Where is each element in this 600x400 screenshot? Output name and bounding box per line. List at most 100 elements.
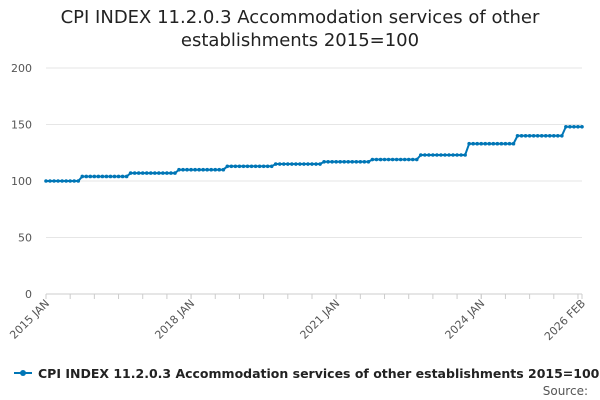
data-point bbox=[423, 153, 427, 157]
data-point bbox=[257, 164, 262, 169]
data-point bbox=[318, 162, 322, 166]
data-point bbox=[455, 153, 459, 157]
data-point bbox=[338, 159, 343, 164]
x-tick-label: 2021 JAN bbox=[298, 297, 343, 342]
legend[interactable]: CPI INDEX 11.2.0.3 Accommodation service… bbox=[14, 364, 599, 382]
data-point bbox=[72, 179, 77, 183]
x-tick-label: 2026 FEB bbox=[542, 297, 588, 343]
data-point bbox=[161, 171, 165, 175]
data-point bbox=[374, 157, 379, 162]
data-point bbox=[44, 179, 48, 183]
data-point bbox=[467, 141, 471, 146]
data-point bbox=[439, 153, 443, 157]
data-point bbox=[298, 162, 302, 166]
data-point bbox=[471, 141, 475, 146]
data-point bbox=[451, 153, 455, 157]
data-point bbox=[197, 167, 201, 172]
x-tick-label: 2018 JAN bbox=[152, 297, 197, 342]
data-point bbox=[447, 153, 451, 157]
data-point bbox=[479, 141, 484, 146]
data-point bbox=[511, 141, 516, 146]
data-point bbox=[261, 164, 266, 169]
data-point bbox=[108, 174, 113, 179]
data-point bbox=[193, 167, 197, 172]
data-point bbox=[302, 162, 306, 166]
data-point bbox=[435, 153, 439, 157]
data-point bbox=[269, 164, 274, 169]
data-point bbox=[165, 171, 169, 175]
data-point bbox=[84, 174, 89, 179]
y-tick-label: 0 bbox=[25, 288, 32, 301]
data-point bbox=[245, 164, 250, 169]
data-point bbox=[410, 157, 415, 162]
data-point bbox=[153, 171, 157, 175]
data-point bbox=[398, 157, 403, 162]
data-point bbox=[209, 167, 214, 172]
data-point bbox=[556, 134, 560, 138]
data-point bbox=[346, 159, 351, 164]
data-point bbox=[572, 124, 576, 129]
data-point bbox=[229, 164, 234, 169]
data-point bbox=[277, 162, 282, 166]
data-point bbox=[378, 157, 383, 162]
x-tick-label: 2015 JAN bbox=[7, 297, 52, 342]
data-point bbox=[531, 134, 536, 138]
data-point bbox=[350, 159, 355, 164]
data-point bbox=[237, 164, 242, 169]
data-point bbox=[519, 134, 524, 138]
data-point bbox=[241, 164, 246, 169]
data-point bbox=[124, 174, 129, 179]
data-point bbox=[120, 174, 125, 179]
chart-title-line-2: establishments 2015=100 bbox=[180, 30, 420, 51]
data-point bbox=[281, 162, 286, 166]
data-point bbox=[104, 174, 109, 179]
data-point bbox=[495, 141, 500, 146]
data-point bbox=[136, 171, 141, 175]
data-point bbox=[431, 153, 435, 157]
data-point bbox=[233, 164, 238, 169]
data-point bbox=[414, 157, 419, 162]
data-point bbox=[100, 174, 105, 179]
source-label: Source: bbox=[542, 384, 588, 398]
data-point bbox=[68, 179, 72, 183]
data-point bbox=[342, 159, 347, 164]
data-point bbox=[96, 174, 101, 179]
data-point bbox=[177, 167, 181, 172]
data-point bbox=[402, 157, 407, 162]
data-point bbox=[128, 171, 133, 175]
data-point bbox=[382, 157, 387, 162]
data-point bbox=[290, 162, 294, 166]
data-point bbox=[52, 179, 56, 183]
data-point bbox=[523, 134, 528, 138]
data-point bbox=[88, 174, 93, 179]
data-point bbox=[221, 167, 226, 172]
data-point bbox=[543, 134, 548, 138]
data-point bbox=[273, 162, 278, 166]
data-point bbox=[366, 159, 371, 164]
data-point bbox=[112, 174, 117, 179]
data-point bbox=[294, 162, 298, 166]
data-point bbox=[76, 179, 81, 183]
x-tick-label: 2024 JAN bbox=[443, 297, 488, 342]
data-point bbox=[205, 167, 209, 172]
y-tick-label: 200 bbox=[11, 62, 32, 75]
data-point bbox=[507, 141, 512, 146]
data-point bbox=[560, 134, 564, 138]
data-point bbox=[491, 141, 496, 146]
data-point bbox=[576, 124, 580, 129]
data-point bbox=[386, 157, 391, 162]
data-point bbox=[80, 174, 85, 179]
legend-series-marker bbox=[14, 368, 32, 378]
data-point bbox=[547, 134, 552, 138]
data-point bbox=[334, 159, 338, 164]
data-point bbox=[370, 157, 375, 162]
data-point bbox=[213, 167, 218, 172]
data-point bbox=[322, 159, 326, 164]
data-point bbox=[419, 153, 423, 157]
data-point bbox=[201, 167, 205, 172]
data-point bbox=[253, 164, 258, 169]
data-point bbox=[286, 162, 290, 166]
chart-title-line-1: CPI INDEX 11.2.0.3 Accommodation service… bbox=[60, 7, 540, 28]
data-point bbox=[354, 159, 359, 164]
